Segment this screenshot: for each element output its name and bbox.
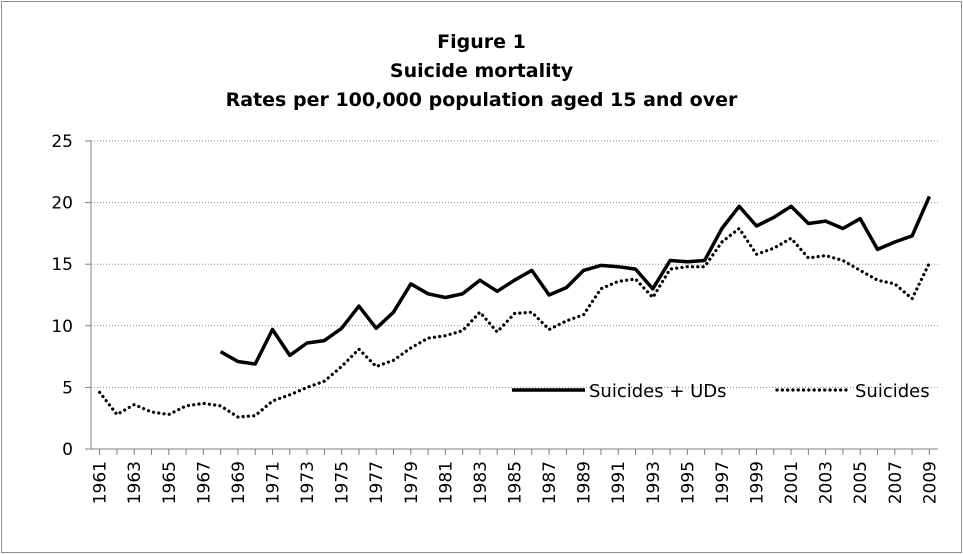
x-tick-label-1971: 1971 bbox=[264, 461, 284, 504]
y-tick-label-20: 20 bbox=[51, 194, 73, 214]
legend: Suicides + UDs Suicides bbox=[512, 381, 930, 402]
series-line-suicides-uds bbox=[219, 195, 932, 366]
x-tick-label-1973: 1973 bbox=[298, 461, 318, 504]
x-tick-label-2001: 2001 bbox=[782, 461, 802, 504]
x-tick-label-2009: 2009 bbox=[920, 461, 940, 504]
x-tick-label-1991: 1991 bbox=[609, 461, 629, 504]
series-lines bbox=[98, 195, 932, 419]
x-tick-label-1979: 1979 bbox=[402, 461, 422, 504]
x-axis-ticks: 1961 1963 1965 1967 1969 1971 1973 1975 1977 1979… bbox=[91, 449, 940, 504]
x-tick-label-1977: 1977 bbox=[367, 461, 387, 504]
x-tick-label-2003: 2003 bbox=[817, 461, 837, 504]
y-tick-label-10: 10 bbox=[51, 317, 73, 337]
x-tick-label-1989: 1989 bbox=[575, 461, 595, 504]
x-tick-label-1967: 1967 bbox=[194, 461, 214, 504]
x-tick-label-1987: 1987 bbox=[540, 461, 560, 504]
chart-title-line-1: Figure 1 bbox=[437, 31, 526, 53]
axes bbox=[90, 141, 938, 450]
x-tick-label-1975: 1975 bbox=[333, 461, 353, 504]
x-tick-label-1995: 1995 bbox=[678, 461, 698, 504]
y-tick-label-25: 25 bbox=[51, 132, 73, 152]
x-tick-label-2005: 2005 bbox=[851, 461, 871, 504]
x-tick-label-1961: 1961 bbox=[91, 461, 111, 504]
x-tick-label-1969: 1969 bbox=[229, 461, 249, 504]
x-tick-label-1983: 1983 bbox=[471, 461, 491, 504]
x-tick-label-1963: 1963 bbox=[125, 461, 145, 504]
y-axis-ticks: 0 5 10 15 20 25 bbox=[51, 132, 91, 460]
x-tick-label-2007: 2007 bbox=[886, 461, 906, 504]
chart-title: Figure 1 Suicide mortality Rates per 100… bbox=[0, 28, 963, 115]
x-tick-label-1997: 1997 bbox=[713, 461, 733, 504]
y-tick-label-15: 15 bbox=[51, 255, 73, 275]
x-tick-label-1993: 1993 bbox=[644, 461, 664, 504]
y-tick-label-0: 0 bbox=[62, 440, 73, 460]
chart-title-line-2: Suicide mortality bbox=[389, 60, 574, 82]
legend-label-suicides-uds: Suicides + UDs bbox=[589, 381, 727, 402]
legend-label-suicides: Suicides bbox=[855, 381, 930, 402]
y-tick-label-5: 5 bbox=[62, 378, 73, 398]
x-tick-label-1999: 1999 bbox=[748, 461, 768, 504]
gridlines bbox=[91, 140, 938, 388]
x-tick-label-1965: 1965 bbox=[160, 461, 180, 504]
x-tick-label-1985: 1985 bbox=[506, 461, 526, 504]
series-line-suicides bbox=[98, 226, 931, 419]
chart-title-line-3: Rates per 100,000 population aged 15 and… bbox=[225, 89, 738, 111]
x-tick-label-1981: 1981 bbox=[436, 461, 456, 504]
